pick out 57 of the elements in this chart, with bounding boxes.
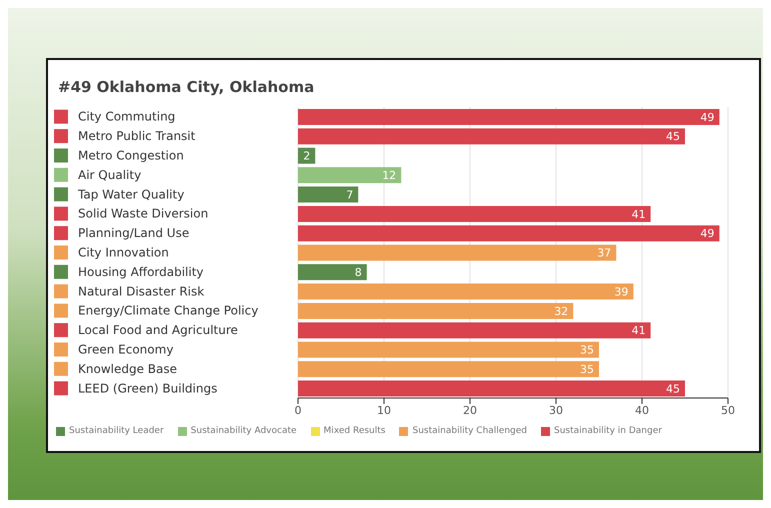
y-tick-label: Energy/Climate Change Policy: [78, 304, 258, 318]
y-tick-label: Planning/Land Use: [78, 226, 190, 240]
x-tick-label: 50: [721, 404, 735, 417]
data-label: 37: [597, 246, 612, 260]
y-tick-label: Housing Affordability: [78, 264, 204, 279]
y-tick-label: LEED (Green) Buildings: [78, 381, 218, 396]
chart-title: #49 Oklahoma City, Oklahoma: [58, 78, 316, 96]
data-label: 2: [303, 150, 310, 163]
bar: [298, 302, 574, 319]
bar: [298, 380, 685, 397]
legend-label: Sustainability in Danger: [553, 426, 662, 436]
data-label: 32: [554, 304, 568, 318]
data-label: 39: [614, 285, 628, 298]
bar: [298, 322, 651, 338]
legend-label: Mixed Results: [322, 426, 386, 436]
y-tick-label: Local Food and Agriculture: [78, 323, 238, 338]
y-tick-label: Metro Public Transit: [78, 129, 196, 144]
x-tick-label: 40: [635, 404, 649, 417]
bar: [298, 206, 651, 222]
data-label: 12: [382, 169, 396, 182]
bar: [298, 128, 685, 144]
y-tick-label: Knowledge Base: [78, 362, 177, 376]
bar: [298, 167, 402, 184]
data-label: 35: [580, 344, 594, 357]
bar: [298, 342, 599, 358]
bar: [298, 225, 720, 242]
y-tick-label: Green Economy: [78, 342, 174, 356]
y-tick-label: Air Quality: [78, 168, 142, 182]
y-tick-label: Metro Congestion: [78, 148, 184, 162]
data-label: 41: [632, 324, 646, 338]
legend-label: Sustainability Challenged: [411, 426, 527, 436]
bar: [298, 244, 616, 261]
bar: [298, 284, 634, 300]
data-label: 49: [700, 227, 714, 240]
y-tick-label: City Innovation: [78, 246, 169, 260]
bar: [298, 186, 358, 203]
bar: [298, 264, 367, 280]
data-label: 45: [666, 382, 680, 396]
data-label: 41: [632, 208, 646, 221]
legend-label: Sustainability Advocate: [190, 426, 297, 436]
data-label: 8: [354, 266, 362, 280]
y-tick-label: Natural Disaster Risk: [78, 284, 204, 298]
data-label: 45: [666, 130, 680, 144]
data-label: 7: [346, 188, 354, 202]
bar: [298, 361, 599, 378]
data-label: 35: [580, 363, 594, 376]
bar: [298, 108, 720, 125]
y-tick-label: Solid Waste Diversion: [78, 206, 208, 221]
x-tick-label: 30: [549, 404, 563, 417]
y-tick-label: Tap Water Quality: [77, 187, 184, 202]
legend-label: Sustainability Leader: [68, 426, 164, 436]
x-tick-label: 0: [294, 404, 302, 417]
data-label: 49: [700, 110, 714, 124]
bar: [298, 148, 316, 164]
x-tick-label: 20: [463, 404, 477, 417]
y-tick-label: City Commuting: [78, 110, 176, 124]
x-tick-label: 10: [377, 404, 391, 417]
